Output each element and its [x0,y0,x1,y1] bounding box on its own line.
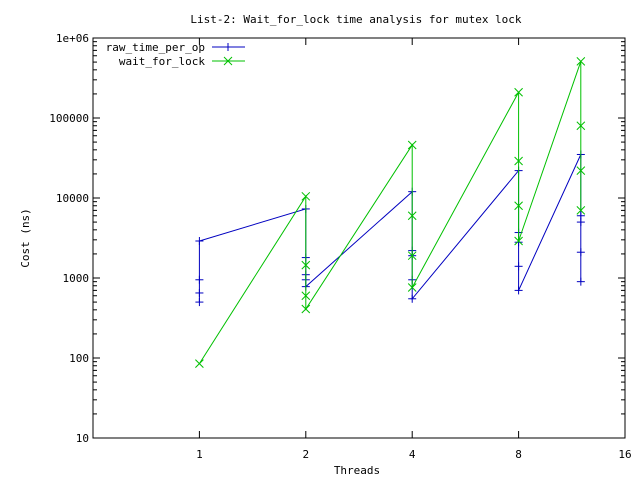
x-tick-label: 8 [515,448,522,461]
y-tick-label: 100 [69,352,89,365]
data-point [407,251,417,261]
data-point [301,291,311,301]
data-point [301,191,311,201]
legend-label: raw_time_per_op [106,41,205,54]
data-point [576,166,586,175]
data-point [301,304,311,314]
data-point [576,277,585,286]
y-tick-label: 10 [76,432,89,445]
data-point [514,201,523,211]
data-point [407,283,417,292]
data-point [195,288,204,297]
y-tick-label: 100000 [49,112,89,125]
x-tick-label: 1 [196,448,203,461]
data-point [195,275,204,284]
series-wait-for-lock [195,57,586,369]
x-tick-label: 4 [409,448,416,461]
legend-marker [224,43,232,51]
legend-label: wait_for_lock [119,55,205,68]
data-point [514,286,523,295]
data-point [407,140,417,150]
data-point [576,121,586,131]
data-point [407,211,417,221]
legend-marker [223,56,233,66]
data-point [195,298,204,307]
y-tick-label: 10000 [56,192,89,205]
series-layer [195,57,586,369]
x-tick-label: 2 [302,448,309,461]
data-point [195,359,204,369]
data-point [514,262,523,271]
axes: 10 100 1000 10000 100000 1e+06 1 2 4 8 16 [49,32,631,461]
data-point [576,248,585,257]
data-point [514,236,523,246]
data-point [576,218,585,227]
data-point [408,294,417,303]
y-tick-label: 1e+06 [56,32,89,45]
x-tick-label: 16 [618,448,631,461]
data-point [576,57,586,66]
x-axis-label: Threads [334,464,380,477]
y-tick-label: 1000 [63,272,90,285]
data-point [195,237,204,246]
plot-frame [92,37,626,439]
chart-title: List-2: Wait_for_lock time analysis for … [190,13,522,26]
data-point [301,260,311,270]
data-point [576,206,586,215]
y-axis-label: Cost (ns) [19,208,32,268]
data-point [514,87,523,97]
data-point [514,156,523,166]
